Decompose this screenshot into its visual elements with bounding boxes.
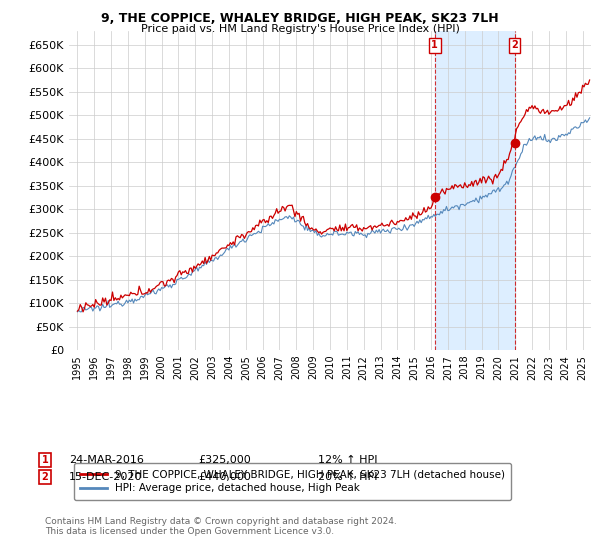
Text: £325,000: £325,000	[198, 455, 251, 465]
Text: 2: 2	[41, 472, 49, 482]
Legend: 9, THE COPPICE, WHALEY BRIDGE, HIGH PEAK, SK23 7LH (detached house), HPI: Averag: 9, THE COPPICE, WHALEY BRIDGE, HIGH PEAK…	[74, 463, 511, 500]
Text: 2: 2	[511, 40, 518, 50]
Text: Contains HM Land Registry data © Crown copyright and database right 2024.
This d: Contains HM Land Registry data © Crown c…	[45, 517, 397, 536]
Text: 24-MAR-2016: 24-MAR-2016	[69, 455, 144, 465]
Text: £440,000: £440,000	[198, 472, 251, 482]
Text: 1: 1	[41, 455, 49, 465]
Text: 15-DEC-2020: 15-DEC-2020	[69, 472, 143, 482]
Text: 9, THE COPPICE, WHALEY BRIDGE, HIGH PEAK, SK23 7LH: 9, THE COPPICE, WHALEY BRIDGE, HIGH PEAK…	[101, 12, 499, 25]
Text: 1: 1	[431, 40, 438, 50]
Text: Price paid vs. HM Land Registry's House Price Index (HPI): Price paid vs. HM Land Registry's House …	[140, 24, 460, 34]
Text: 20% ↑ HPI: 20% ↑ HPI	[318, 472, 377, 482]
Text: 12% ↑ HPI: 12% ↑ HPI	[318, 455, 377, 465]
Bar	[435, 31, 515, 350]
